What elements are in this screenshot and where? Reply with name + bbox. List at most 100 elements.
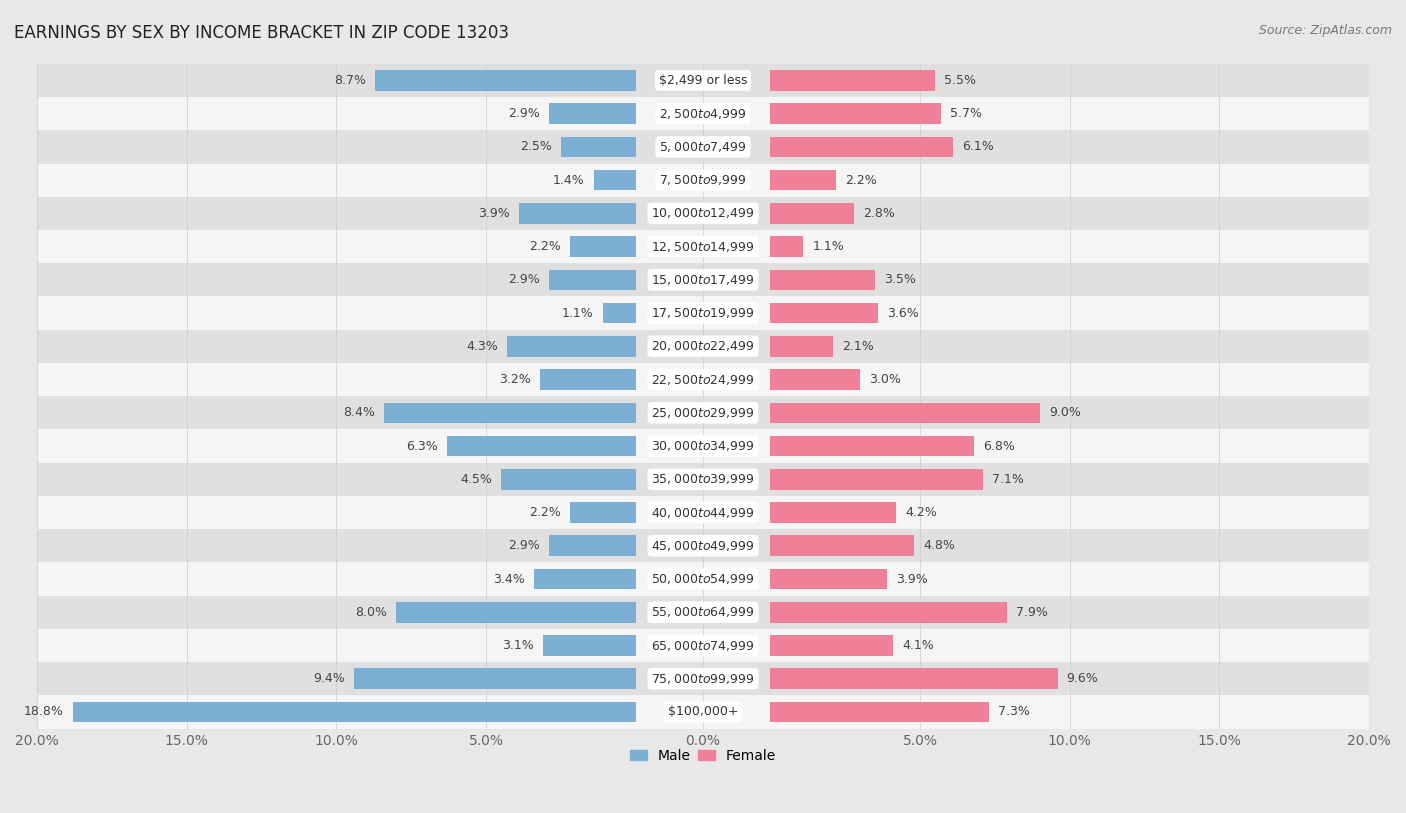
Text: $65,000 to $74,999: $65,000 to $74,999 — [651, 638, 755, 653]
Text: $100,000+: $100,000+ — [668, 706, 738, 719]
Text: 6.1%: 6.1% — [962, 141, 994, 154]
Bar — [534, 569, 636, 589]
Text: 3.9%: 3.9% — [478, 207, 510, 220]
Text: $15,000 to $17,499: $15,000 to $17,499 — [651, 273, 755, 287]
Bar — [73, 702, 636, 722]
Bar — [770, 668, 1057, 689]
Bar — [37, 97, 1369, 130]
Text: 5.5%: 5.5% — [943, 74, 976, 87]
Text: Source: ZipAtlas.com: Source: ZipAtlas.com — [1258, 24, 1392, 37]
Text: $75,000 to $99,999: $75,000 to $99,999 — [651, 672, 755, 685]
Text: 2.1%: 2.1% — [842, 340, 875, 353]
Text: 3.5%: 3.5% — [884, 273, 915, 286]
Text: 2.2%: 2.2% — [529, 240, 561, 253]
Bar — [770, 436, 974, 456]
Bar — [37, 130, 1369, 163]
Text: $45,000 to $49,999: $45,000 to $49,999 — [651, 539, 755, 553]
Text: 6.3%: 6.3% — [406, 440, 439, 453]
Text: 8.0%: 8.0% — [356, 606, 387, 619]
Bar — [543, 635, 636, 656]
Text: 1.1%: 1.1% — [562, 307, 593, 320]
Text: 7.1%: 7.1% — [991, 473, 1024, 486]
Text: 9.6%: 9.6% — [1067, 672, 1098, 685]
Bar — [37, 662, 1369, 695]
Bar — [37, 230, 1369, 263]
Bar — [770, 302, 879, 324]
Bar — [37, 263, 1369, 297]
Text: 2.2%: 2.2% — [529, 506, 561, 519]
Bar — [770, 502, 896, 523]
Bar — [770, 137, 953, 157]
Text: $12,500 to $14,999: $12,500 to $14,999 — [651, 240, 755, 254]
Text: 3.1%: 3.1% — [502, 639, 534, 652]
Text: 9.0%: 9.0% — [1049, 406, 1081, 420]
Text: 1.1%: 1.1% — [813, 240, 844, 253]
Text: 2.2%: 2.2% — [845, 174, 877, 187]
Bar — [569, 237, 636, 257]
Text: $35,000 to $39,999: $35,000 to $39,999 — [651, 472, 755, 486]
Bar — [770, 402, 1040, 423]
Bar — [770, 270, 875, 290]
Text: 4.5%: 4.5% — [460, 473, 492, 486]
Bar — [37, 363, 1369, 396]
Text: 2.9%: 2.9% — [508, 107, 540, 120]
Bar — [770, 702, 988, 722]
Legend: Male, Female: Male, Female — [624, 743, 782, 768]
Text: 4.1%: 4.1% — [903, 639, 934, 652]
Text: 2.9%: 2.9% — [508, 273, 540, 286]
Text: 4.2%: 4.2% — [905, 506, 936, 519]
Bar — [354, 668, 636, 689]
Bar — [37, 330, 1369, 363]
Bar — [770, 237, 803, 257]
Text: 3.4%: 3.4% — [494, 572, 524, 585]
Text: 7.9%: 7.9% — [1017, 606, 1047, 619]
Bar — [37, 563, 1369, 596]
Bar — [37, 429, 1369, 463]
Text: $7,500 to $9,999: $7,500 to $9,999 — [659, 173, 747, 187]
Bar — [37, 629, 1369, 662]
Bar — [770, 635, 893, 656]
Bar — [548, 536, 636, 556]
Text: 3.0%: 3.0% — [869, 373, 901, 386]
Bar — [770, 602, 1007, 623]
Bar — [37, 496, 1369, 529]
Bar — [770, 469, 983, 489]
Bar — [37, 463, 1369, 496]
Bar — [770, 369, 860, 390]
Text: 18.8%: 18.8% — [24, 706, 63, 719]
Bar — [770, 336, 834, 357]
Bar — [501, 469, 636, 489]
Bar — [37, 297, 1369, 330]
Bar — [519, 203, 636, 224]
Text: 1.4%: 1.4% — [553, 174, 585, 187]
Bar — [770, 170, 837, 190]
Text: 3.9%: 3.9% — [896, 572, 928, 585]
Bar — [37, 529, 1369, 563]
Text: $5,000 to $7,499: $5,000 to $7,499 — [659, 140, 747, 154]
Bar — [384, 402, 636, 423]
Text: 2.9%: 2.9% — [508, 539, 540, 552]
Text: $10,000 to $12,499: $10,000 to $12,499 — [651, 207, 755, 220]
Bar — [37, 396, 1369, 429]
Text: $22,500 to $24,999: $22,500 to $24,999 — [651, 372, 755, 386]
Text: EARNINGS BY SEX BY INCOME BRACKET IN ZIP CODE 13203: EARNINGS BY SEX BY INCOME BRACKET IN ZIP… — [14, 24, 509, 42]
Bar — [37, 695, 1369, 728]
Text: $50,000 to $54,999: $50,000 to $54,999 — [651, 572, 755, 586]
Text: 5.7%: 5.7% — [950, 107, 981, 120]
Bar — [770, 569, 887, 589]
Bar — [770, 536, 914, 556]
Bar — [37, 197, 1369, 230]
Text: 3.2%: 3.2% — [499, 373, 531, 386]
Text: 4.3%: 4.3% — [467, 340, 498, 353]
Text: 2.8%: 2.8% — [863, 207, 896, 220]
Bar — [770, 103, 941, 124]
Bar — [561, 137, 636, 157]
Text: 6.8%: 6.8% — [983, 440, 1015, 453]
Bar — [508, 336, 636, 357]
Text: 2.5%: 2.5% — [520, 141, 551, 154]
Text: $2,500 to $4,999: $2,500 to $4,999 — [659, 107, 747, 120]
Bar — [548, 270, 636, 290]
Bar — [770, 203, 855, 224]
Text: 3.6%: 3.6% — [887, 307, 920, 320]
Bar — [593, 170, 636, 190]
